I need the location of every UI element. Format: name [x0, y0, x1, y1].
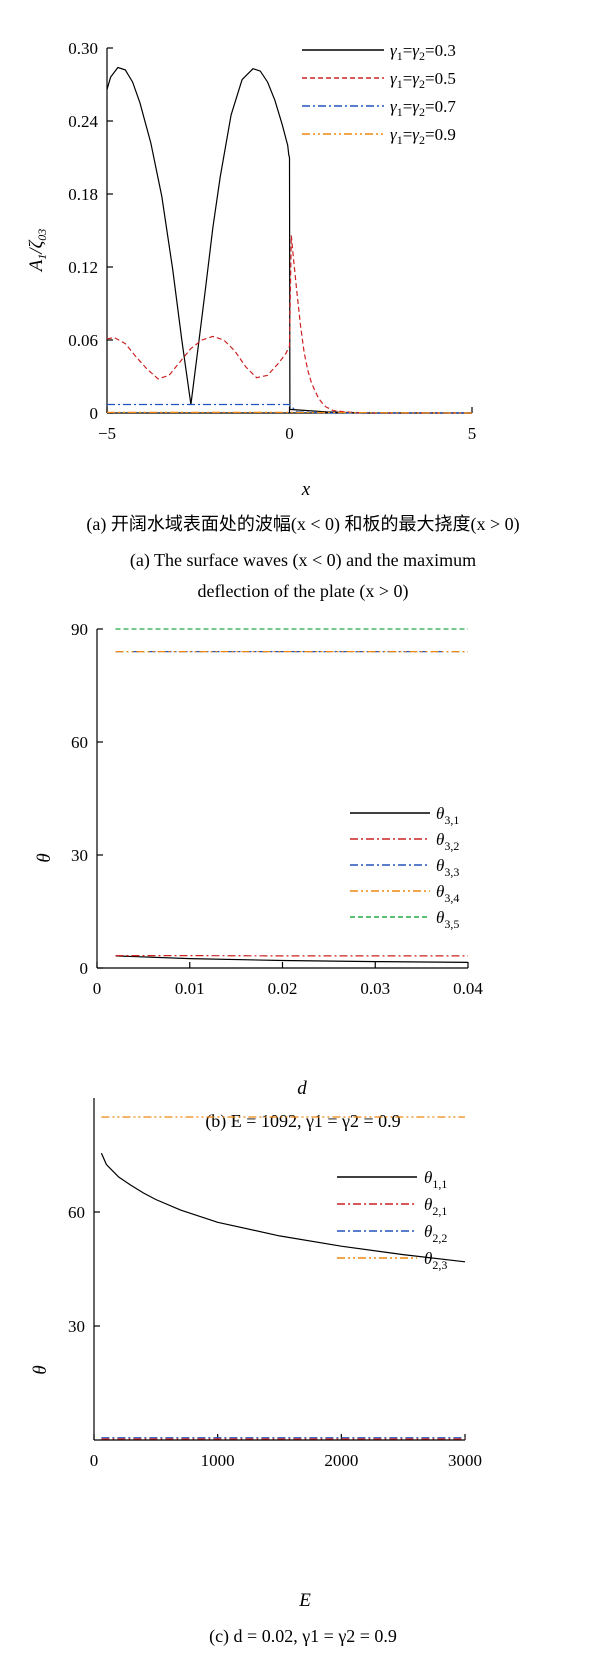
y-tick-label: 0.24 — [68, 112, 98, 131]
chart-a: x A1/ζ03 00.060.120.180.240.30−5 0 5γ1=γ2=… — [26, 39, 477, 500]
x-tick-label: 1000 — [201, 1451, 235, 1470]
chart-a-caption-cn: (a) 开阔水域表面处的波幅(x < 0) 和板的最大挠度(x > 0) — [86, 514, 519, 535]
chart-c-xlabel: E — [298, 1590, 311, 1611]
legend: θ1,1 θ2,1 θ2,2 θ2,3 — [337, 1168, 447, 1272]
x-tick-label: 0.02 — [268, 979, 298, 998]
y-tick-label: 30 — [68, 1317, 85, 1336]
legend-label-2: θ2,1 — [424, 1195, 447, 1218]
x-tick-label: 0.01 — [175, 979, 205, 998]
legend: θ3,1 θ3,2 θ3,3 θ3,4 θ3,5 — [350, 804, 459, 931]
x-tick-label: 0 — [90, 1451, 99, 1470]
x-tick-label: 2000 — [324, 1451, 358, 1470]
series-line-1 — [100, 1152, 466, 1263]
x-tick-label: 3000 — [448, 1451, 482, 1470]
y-tick-label: 0 — [80, 959, 89, 978]
series-line-1 — [115, 955, 469, 964]
x-tick-label: 0.04 — [453, 979, 483, 998]
legend: γ1=γ2=0.3 γ1=γ2=0.5 γ1=γ2=0.7 γ1=γ2=0.9 — [302, 41, 456, 147]
x-tick-label: 0 — [285, 424, 294, 443]
legend-label-3: γ1=γ2=0.7 — [390, 97, 456, 119]
legend-label-3: θ3,3 — [436, 856, 459, 879]
legend-label-4: θ2,3 — [424, 1249, 447, 1272]
y-tick-label: 60 — [68, 1203, 85, 1222]
legend-label-1: θ1,1 — [424, 1168, 447, 1191]
y-tick-label: 0.30 — [68, 39, 98, 58]
chart-a-ylabel: A1/ζ03 — [26, 229, 49, 274]
chart-b-ylabel: θ — [34, 853, 55, 862]
chart-b-caption: (b) E = 1092, γ1 = γ2 = 0.9 — [205, 1111, 400, 1132]
y-tick-label: 0.12 — [68, 258, 98, 277]
series-line-1 — [106, 66, 472, 414]
y-tick-label: 0.06 — [68, 331, 98, 350]
y-tick-label: 90 — [71, 620, 88, 639]
x-tick-label: 0.03 — [360, 979, 390, 998]
legend-label-4: θ3,4 — [436, 882, 459, 905]
x-tick-label: 0 — [93, 979, 102, 998]
chart-b: d θ 0 30 60 90 0 0.01 0.02 0.03 0.04 θ3,1 θ3,2 θ3,3… — [34, 620, 483, 1099]
legend-label-2: γ1=γ2=0.5 — [390, 69, 456, 91]
y-tick-label: 0 — [90, 404, 99, 423]
x-tick-label: 5 — [468, 424, 477, 443]
legend-label-5: θ3,5 — [436, 908, 459, 931]
x-tick-label: −5 — [98, 424, 116, 443]
legend-label-1: θ3,1 — [436, 804, 459, 827]
series-line-2 — [106, 235, 472, 414]
chart-a-caption-en-line2: deflection of the plate (x > 0) — [197, 581, 408, 602]
legend-label-1: γ1=γ2=0.3 — [390, 41, 456, 63]
series-line-3 — [107, 403, 472, 414]
chart-c-caption: (c) d = 0.02, γ1 = γ2 = 0.9 — [209, 1626, 397, 1647]
chart-a-xlabel: x — [301, 479, 311, 500]
chart-a-caption-en-line1: (a) The surface waves (x < 0) and the ma… — [130, 550, 476, 571]
chart-c-ylabel: θ — [30, 1365, 51, 1374]
legend-label-3: θ2,2 — [424, 1222, 447, 1245]
chart-c: E θ 30 60 0 1000 2000 3000 θ1,1 θ2,1 θ2,2 θ2,3 — [30, 1098, 482, 1611]
y-tick-label: 30 — [71, 846, 88, 865]
y-tick-label: 0.18 — [68, 185, 98, 204]
legend-label-2: θ3,2 — [436, 830, 459, 853]
legend-label-4: γ1=γ2=0.9 — [390, 125, 456, 147]
y-tick-label: 60 — [71, 733, 88, 752]
chart-b-xlabel: d — [297, 1078, 307, 1099]
